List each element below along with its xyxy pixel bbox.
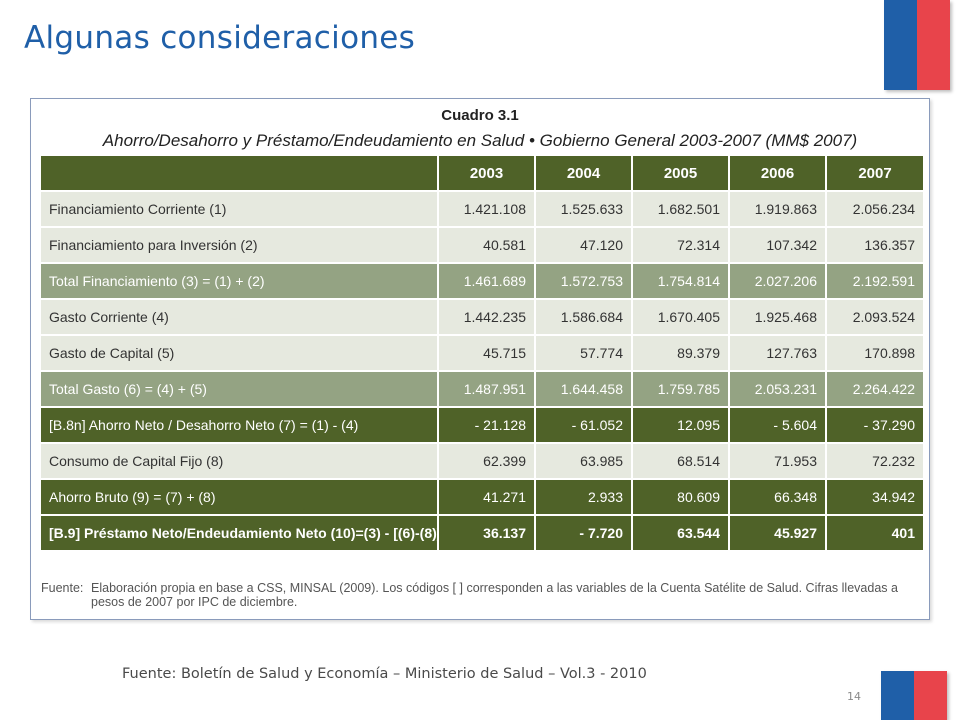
row-label: Total Financiamiento (3) = (1) + (2) [41, 264, 439, 300]
row-label: Ahorro Bruto (9) = (7) + (8) [41, 480, 439, 516]
table-cell: 1.759.785 [633, 372, 730, 408]
table-cell: 41.271 [439, 480, 536, 516]
table-cell: 2.264.422 [827, 372, 925, 408]
flag-red-stripe [917, 0, 950, 90]
table-row: [B.9] Préstamo Neto/Endeudamiento Neto (… [41, 516, 925, 552]
table-cell: 80.609 [633, 480, 730, 516]
table-cell: 40.581 [439, 228, 536, 264]
table-cell: 2.056.234 [827, 192, 925, 228]
column-header: 2006 [730, 156, 827, 192]
table-cell: 1.572.753 [536, 264, 633, 300]
table-cell: 170.898 [827, 336, 925, 372]
table-cell: 36.137 [439, 516, 536, 552]
table-cell: 45.715 [439, 336, 536, 372]
table-row: [B.8n] Ahorro Neto / Desahorro Neto (7) … [41, 408, 925, 444]
source-note-text: Elaboración propia en base a CSS, MINSAL… [91, 581, 898, 609]
table-cell: 1.586.684 [536, 300, 633, 336]
table-cell: 63.985 [536, 444, 633, 480]
table-cell: 68.514 [633, 444, 730, 480]
table-cell: 1.525.633 [536, 192, 633, 228]
table-cell: 107.342 [730, 228, 827, 264]
column-header: 2003 [439, 156, 536, 192]
flag-logo-bottom [881, 671, 947, 720]
row-label: Financiamiento Corriente (1) [41, 192, 439, 228]
row-label: Total Gasto (6) = (4) + (5) [41, 372, 439, 408]
table-cell: 1.442.235 [439, 300, 536, 336]
table-cell: 1.682.501 [633, 192, 730, 228]
row-label: [B.9] Préstamo Neto/Endeudamiento Neto (… [41, 516, 439, 552]
column-header: 2004 [536, 156, 633, 192]
table-figure: Cuadro 3.1 Ahorro/Desahorro y Préstamo/E… [30, 98, 930, 620]
table-cell: - 37.290 [827, 408, 925, 444]
table-cell: 2.093.524 [827, 300, 925, 336]
table-cell: 62.399 [439, 444, 536, 480]
flag-blue-stripe [884, 0, 917, 90]
table-cell: 1.644.458 [536, 372, 633, 408]
table-cell: 57.774 [536, 336, 633, 372]
table-cell: 2.027.206 [730, 264, 827, 300]
table-cell: 1.670.405 [633, 300, 730, 336]
figure-caption: Ahorro/Desahorro y Préstamo/Endeudamient… [102, 131, 858, 150]
footer-source: Fuente: Boletín de Salud y Economía – Mi… [122, 666, 647, 682]
table-cell: 401 [827, 516, 925, 552]
row-label: Consumo de Capital Fijo (8) [41, 444, 439, 480]
flag-red-stripe [914, 671, 947, 720]
table-cell: - 21.128 [439, 408, 536, 444]
table-cell: 1.925.468 [730, 300, 827, 336]
table-cell: 66.348 [730, 480, 827, 516]
data-table: 2003 2004 2005 2006 2007 Financiamiento … [41, 156, 925, 552]
table-row: Financiamiento Corriente (1) 1.421.108 1.5… [41, 192, 925, 228]
slide-title: Algunas consideraciones [24, 20, 416, 56]
table-row: Gasto Corriente (4) 1.442.235 1.586.684 1.6… [41, 300, 925, 336]
table-cell: 136.357 [827, 228, 925, 264]
table-cell: 1.421.108 [439, 192, 536, 228]
source-note-prefix: Fuente: [41, 581, 84, 595]
table-cell: 47.120 [536, 228, 633, 264]
row-label: Gasto de Capital (5) [41, 336, 439, 372]
figure-label: Cuadro 3.1 [441, 107, 519, 124]
row-label: [B.8n] Ahorro Neto / Desahorro Neto (7) … [41, 408, 439, 444]
table-cell: 63.544 [633, 516, 730, 552]
table-cell: 12.095 [633, 408, 730, 444]
table-cell: - 7.720 [536, 516, 633, 552]
table-row: Gasto de Capital (5) 45.715 57.774 89.379 12… [41, 336, 925, 372]
table-row: Total Gasto (6) = (4) + (5) 1.487.951 1.64… [41, 372, 925, 408]
table-cell: 2.192.591 [827, 264, 925, 300]
table-cell: - 5.604 [730, 408, 827, 444]
table-cell: 72.232 [827, 444, 925, 480]
table-cell: 34.942 [827, 480, 925, 516]
table-cell: 89.379 [633, 336, 730, 372]
header-blank-cell [41, 156, 439, 192]
table-cell: 71.953 [730, 444, 827, 480]
table-cell: 1.461.689 [439, 264, 536, 300]
table-row: Ahorro Bruto (9) = (7) + (8) 41.271 2.933 8… [41, 480, 925, 516]
table-cell: - 61.052 [536, 408, 633, 444]
flag-blue-stripe [881, 671, 914, 720]
row-label: Financiamiento para Inversión (2) [41, 228, 439, 264]
flag-logo-top [884, 0, 950, 90]
table-cell: 2.053.231 [730, 372, 827, 408]
table-row: Total Financiamiento (3) = (1) + (2) 1.46… [41, 264, 925, 300]
column-header: 2005 [633, 156, 730, 192]
table-cell: 1.754.814 [633, 264, 730, 300]
table-row: Financiamiento para Inversión (2) 40.581 4… [41, 228, 925, 264]
page-number: 14 [847, 690, 861, 703]
table-cell: 1.487.951 [439, 372, 536, 408]
column-header: 2007 [827, 156, 925, 192]
table-cell: 72.314 [633, 228, 730, 264]
table-header-row: 2003 2004 2005 2006 2007 [41, 156, 925, 192]
table-cell: 2.933 [536, 480, 633, 516]
table-cell: 1.919.863 [730, 192, 827, 228]
table-cell: 127.763 [730, 336, 827, 372]
table-cell: 45.927 [730, 516, 827, 552]
row-label: Gasto Corriente (4) [41, 300, 439, 336]
table-row: Consumo de Capital Fijo (8) 62.399 63.985 6… [41, 444, 925, 480]
table-source-note: Fuente: Elaboración propia en base a CSS… [41, 581, 921, 609]
